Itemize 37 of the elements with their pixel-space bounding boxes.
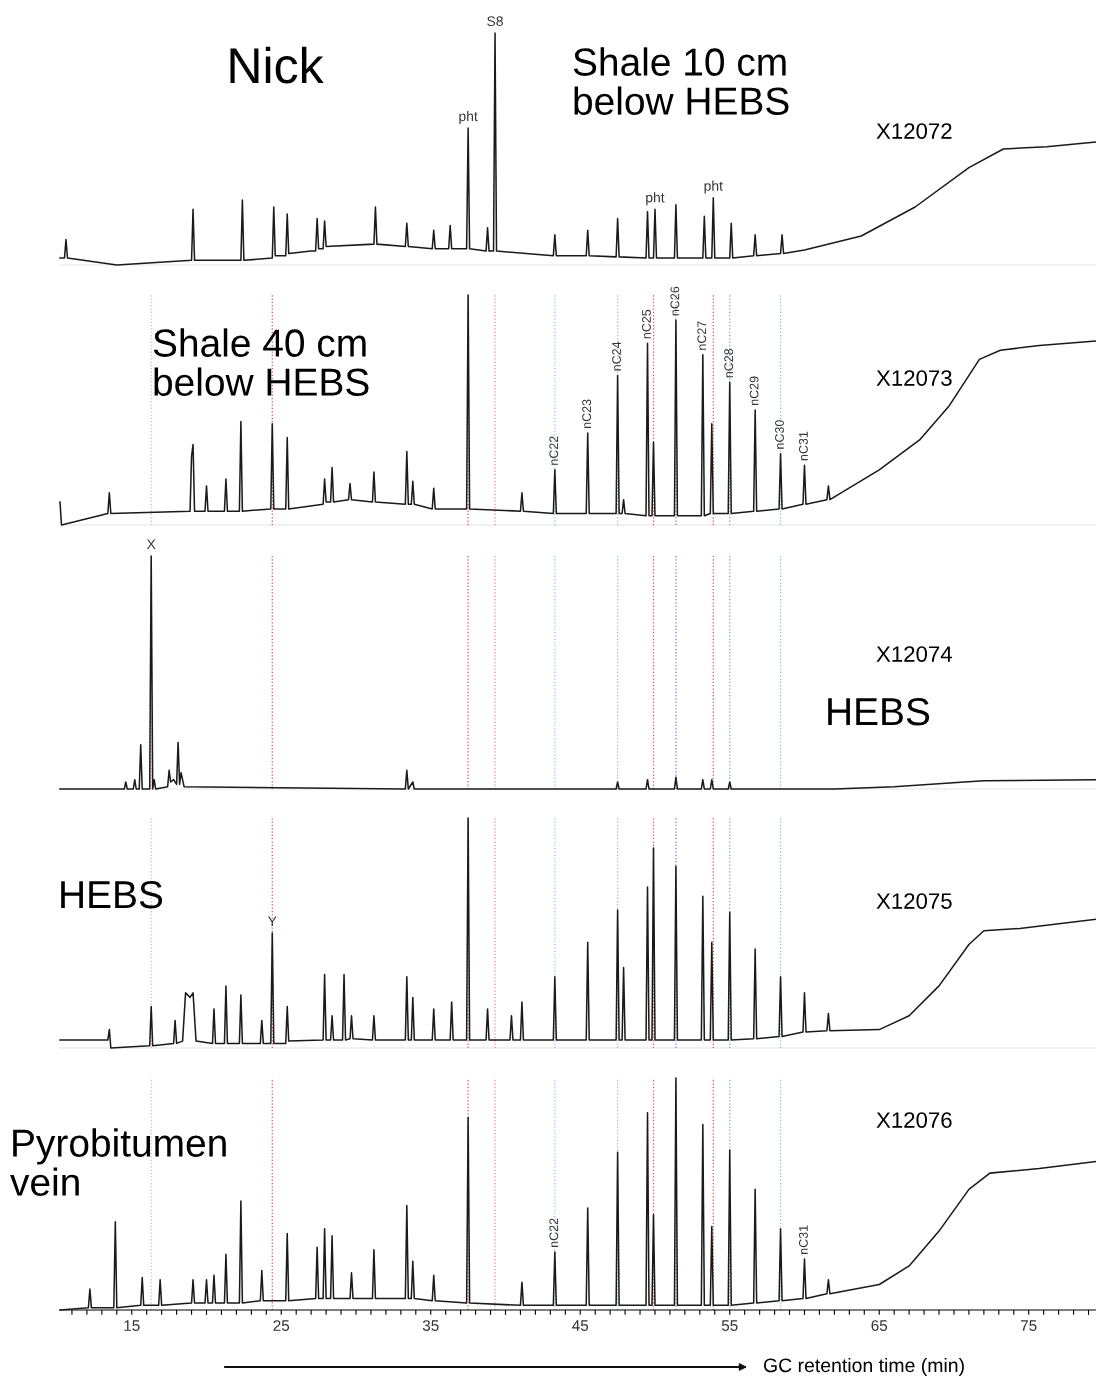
annotation: X12074	[876, 646, 952, 662]
annotation: nC30	[775, 420, 784, 449]
annotation: Pyrobitumen vein	[10, 1128, 226, 1196]
annotation: X12075	[876, 893, 952, 909]
annotation: nC22	[549, 1218, 559, 1247]
x-tick-label: 35	[422, 1320, 439, 1331]
x-axis-title: GC retention time (min)	[763, 1357, 964, 1377]
annotation: nC26	[670, 286, 680, 316]
annotation: pht	[459, 111, 478, 124]
annotation: Nick	[230, 46, 324, 84]
annotation: Shale 10 cm below HEBS	[573, 47, 789, 115]
annotation: Y	[267, 916, 277, 926]
annotation: HEBS	[828, 697, 930, 726]
annotation: nC27	[697, 321, 707, 350]
annotation: nC29	[749, 376, 759, 405]
annotation: nC31	[798, 1225, 808, 1254]
annotation: nC31	[798, 431, 808, 461]
annotation: X12073	[876, 370, 952, 386]
annotation: nC28	[724, 348, 734, 378]
annotation: Shale 40 cm below HEBS	[153, 328, 369, 396]
annotation: X	[146, 539, 156, 549]
annotation: nC23	[582, 399, 592, 428]
annotation: nC24	[612, 341, 621, 371]
annotation: nC22	[549, 436, 559, 465]
x-tick-label: 55	[721, 1320, 738, 1331]
x-tick-label: 65	[871, 1320, 888, 1331]
x-tick-label: 15	[124, 1320, 140, 1331]
annotation: X12072	[876, 123, 952, 139]
annotation: pht	[704, 180, 723, 194]
annotation: nC25	[642, 309, 651, 339]
annotation: pht	[646, 192, 665, 206]
x-tick-label: 75	[1021, 1320, 1037, 1331]
x-tick-label: 45	[572, 1320, 589, 1331]
annotation: S8	[487, 16, 503, 27]
annotation: HEBS	[61, 880, 163, 909]
x-tick-label: 25	[273, 1320, 290, 1331]
annotation: X12076	[876, 1112, 952, 1128]
